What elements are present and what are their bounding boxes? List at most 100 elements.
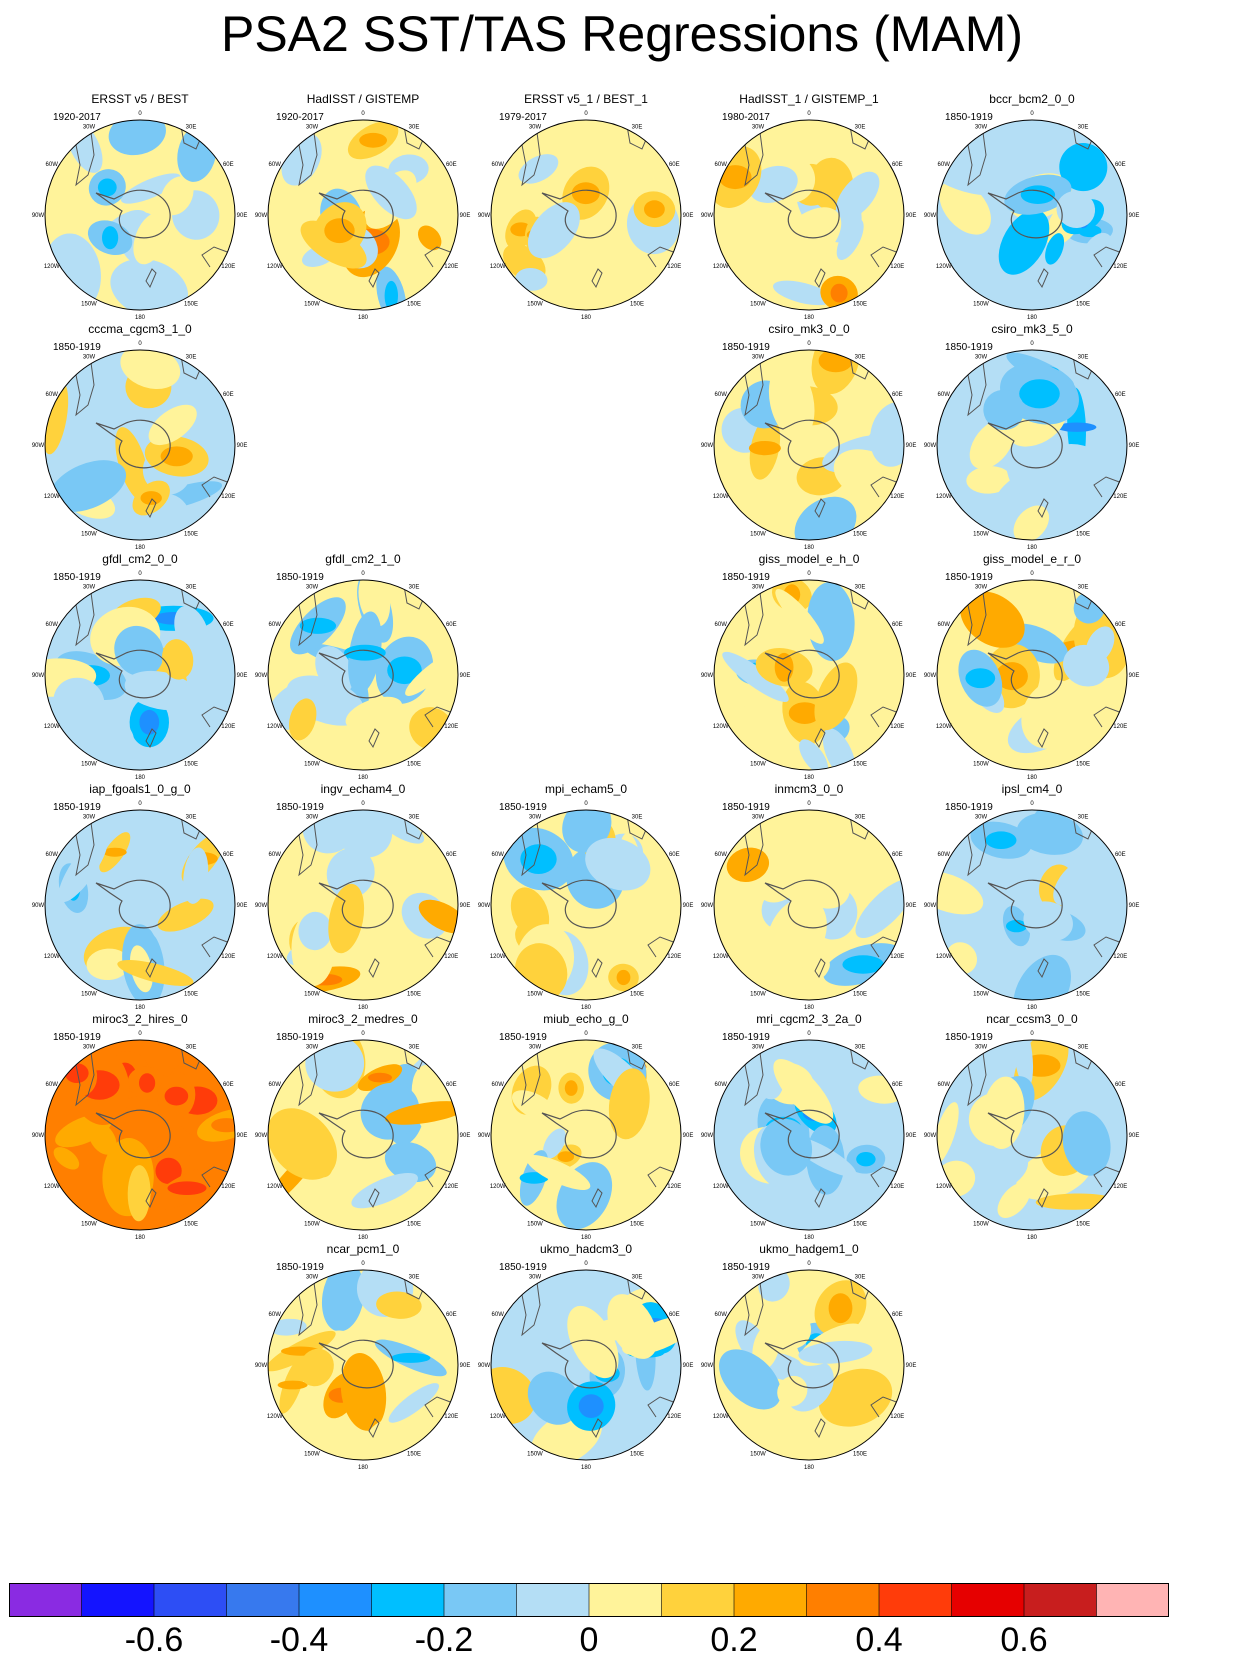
longitude-label: 150E: [407, 1451, 421, 1457]
longitude-label: 0: [584, 1031, 588, 1037]
longitude-label: 90W: [924, 673, 937, 679]
longitude-label: 30W: [306, 1045, 319, 1051]
longitude-label: 120E: [667, 954, 681, 960]
new-zealand-coastline: [368, 728, 380, 749]
longitude-label: 120E: [1113, 264, 1127, 270]
longitude-label: 90W: [701, 1133, 714, 1139]
longitude-label: 120W: [490, 1184, 506, 1190]
map-panel: gfdl_cm2_0_0 1850-1919 0 30E 60E 90E 120E 150E 1…: [25, 552, 255, 792]
panel-period: 1850-1919: [53, 342, 101, 353]
panel-title: ncar_ccsm3_0_0: [986, 1012, 1078, 1026]
australia-coastline: [870, 1396, 900, 1418]
longitude-label: 150E: [853, 531, 867, 537]
africa-coastline: [1071, 350, 1095, 380]
longitude-label: 150W: [304, 301, 320, 307]
longitude-label: 90E: [683, 213, 694, 219]
map-boundary: [936, 349, 1128, 541]
new-zealand-coastline: [591, 958, 603, 979]
anomaly-field: [45, 350, 235, 540]
anomaly-patch: [990, 1155, 1029, 1189]
polar-map: 0 30E 60E 90E 120E 150E 180 150W 120W 90W 60W 30W: [924, 571, 1140, 781]
longitude-label: 120E: [667, 1184, 681, 1190]
longitude-label: 30E: [855, 1275, 866, 1281]
australia-coastline: [647, 936, 677, 958]
longitude-label: 0: [361, 111, 365, 117]
longitude-label: 120E: [221, 1184, 235, 1190]
anomaly-patch: [157, 898, 214, 932]
longitude-label: 120E: [221, 264, 235, 270]
longitude-label: 90E: [906, 213, 917, 219]
polar-map: 0 30E 60E 90E 120E 150E 180 150W 120W 90W 60W 30W: [924, 341, 1140, 551]
map-panel: mpi_echam5_0 1850-1919 0 30E 60E 90E 120E 150E 1…: [471, 782, 701, 1022]
anomaly-patch: [814, 662, 858, 731]
panel-title: mri_cgcm2_3_2a_0: [756, 1012, 862, 1026]
longitude-label: 30E: [632, 1275, 643, 1281]
longitude-label: 150W: [304, 761, 320, 767]
longitude-label: 150W: [750, 301, 766, 307]
panel-period: 1850-1919: [53, 802, 101, 813]
longitude-label: 60E: [669, 852, 680, 858]
longitude-label: 0: [361, 1261, 365, 1267]
longitude-label: 180: [1027, 1235, 1038, 1241]
longitude-label: 150W: [527, 1451, 543, 1457]
longitude-label: 60E: [223, 852, 234, 858]
anomaly-patch: [117, 960, 194, 986]
anomaly-patch: [1063, 644, 1110, 687]
antarctica-coastline: [764, 1339, 840, 1389]
longitude-label: 0: [361, 1031, 365, 1037]
longitude-label: 30W: [752, 585, 765, 591]
longitude-label: 90W: [255, 1363, 268, 1369]
longitude-label: 60W: [715, 392, 728, 398]
map-boundary: [490, 1039, 682, 1231]
anomaly-patch: [127, 1165, 151, 1222]
longitude-label: 30W: [975, 355, 988, 361]
antarctica-coastline: [541, 879, 617, 929]
longitude-label: 30E: [409, 1045, 420, 1051]
longitude-label: 30W: [306, 585, 319, 591]
longitude-label: 90W: [478, 903, 491, 909]
longitude-label: 180: [804, 545, 815, 551]
map-panel: giss_model_e_h_0 1850-1919 0 30E 60E 90E 120E 1…: [694, 552, 924, 792]
longitude-label: 60W: [46, 622, 59, 628]
longitude-label: 60E: [892, 1312, 903, 1318]
longitude-label: 30W: [975, 1045, 988, 1051]
longitude-label: 150E: [1076, 531, 1090, 537]
panel-title: inmcm3_0_0: [774, 782, 844, 796]
longitude-label: 150E: [853, 991, 867, 997]
anomaly-patch: [608, 1068, 650, 1140]
longitude-label: 30W: [83, 585, 96, 591]
anomaly-patch: [1056, 190, 1096, 229]
anomaly-patch: [518, 154, 559, 184]
longitude-label: 90E: [906, 673, 917, 679]
anomaly-patch: [527, 1371, 580, 1425]
anomaly-patch: [49, 460, 127, 513]
anomaly-patch: [58, 833, 109, 903]
africa-coastline: [848, 810, 872, 840]
longitude-label: 120W: [44, 724, 60, 730]
longitude-label: 60W: [492, 852, 505, 858]
longitude-label: 60W: [46, 1082, 59, 1088]
longitude-label: 90W: [701, 213, 714, 219]
polar-map: 0 30E 60E 90E 120E 150E 180 150W 120W 90W 60W 30W: [478, 1261, 694, 1471]
south-america-coastline: [742, 1274, 764, 1337]
new-zealand-coastline: [368, 1418, 380, 1439]
longitude-label: 120W: [713, 264, 729, 270]
new-zealand-coastline: [814, 268, 826, 289]
map-boundary: [267, 1039, 459, 1231]
anomaly-core: [155, 1157, 182, 1184]
antarctica-coastline: [764, 649, 840, 699]
australia-coastline: [424, 246, 454, 268]
antarctica-coastline: [541, 1339, 617, 1389]
longitude-label: 30E: [1078, 1045, 1089, 1051]
anomaly-patch: [183, 847, 209, 904]
longitude-label: 90W: [924, 903, 937, 909]
longitude-label: 150E: [853, 761, 867, 767]
panel-period: 1850-1919: [945, 342, 993, 353]
longitude-label: 60E: [446, 622, 457, 628]
south-america-coastline: [73, 354, 95, 417]
longitude-label: 120W: [713, 1414, 729, 1420]
longitude-label: 60E: [1115, 162, 1126, 168]
longitude-label: 0: [584, 111, 588, 117]
longitude-label: 180: [804, 775, 815, 781]
longitude-label: 90W: [701, 673, 714, 679]
